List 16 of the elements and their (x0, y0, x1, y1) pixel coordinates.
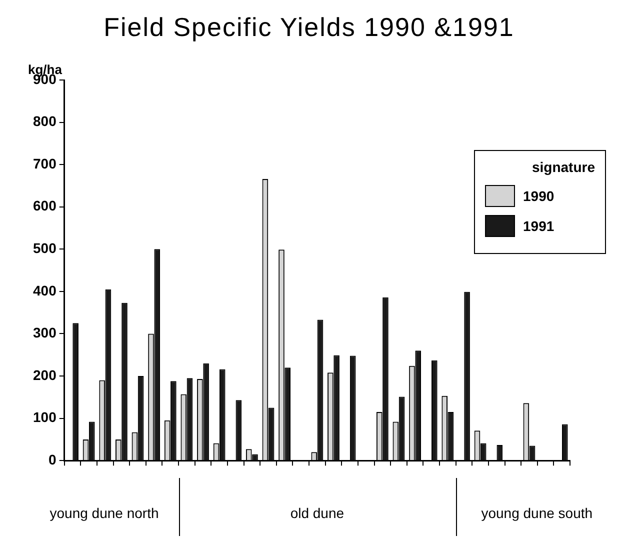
y-tick-label: 0 (48, 451, 57, 468)
y-tick-label: 500 (33, 240, 57, 256)
legend-title: signature (530, 159, 595, 175)
y-tick-label: 300 (33, 324, 57, 341)
legend-label: 1991 (523, 218, 554, 234)
y-tick-label: 100 (33, 409, 57, 426)
y-tick-label: 600 (33, 198, 57, 214)
y-tick-label: 200 (33, 366, 57, 383)
text: young dune north (48, 505, 160, 521)
text: old dune (289, 505, 346, 521)
chart-title: Field Specific Yields 1990 &1991 (102, 12, 516, 43)
y-tick-label: 700 (33, 155, 57, 172)
y-tick-label: 400 (33, 282, 57, 298)
legend-label: 1990 (523, 188, 554, 204)
text: young dune south (480, 505, 594, 521)
y-tick-label: 800 (33, 113, 57, 130)
